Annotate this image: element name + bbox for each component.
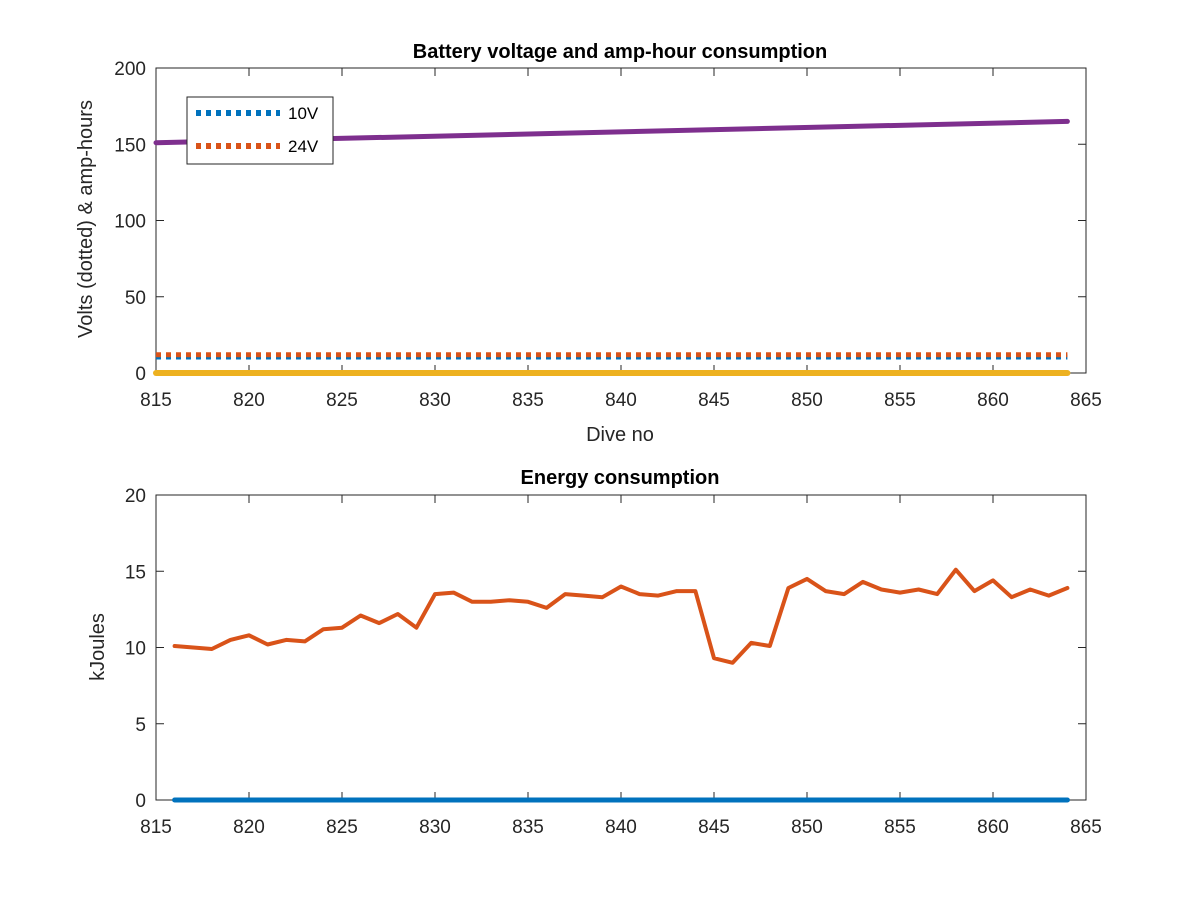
y-axis-label: kJoules	[87, 613, 109, 681]
y-tick-label: 5	[135, 715, 146, 736]
y-tick-label: 0	[135, 364, 146, 385]
x-tick-label: 825	[326, 817, 358, 838]
y-tick-label: 150	[114, 135, 146, 156]
x-tick-label: 815	[140, 817, 172, 838]
x-axis-label: Dive no	[586, 424, 654, 446]
y-tick-label: 100	[114, 212, 146, 233]
legend-label-10v: 10V	[288, 104, 319, 123]
x-tick-label: 840	[605, 390, 637, 411]
chart-title: Energy consumption	[521, 467, 720, 489]
x-tick-label: 845	[698, 817, 730, 838]
y-axis-label: Volts (dotted) & amp-hours	[75, 100, 97, 338]
x-tick-label: 830	[419, 390, 451, 411]
x-tick-label: 820	[233, 390, 265, 411]
x-tick-label: 850	[791, 817, 823, 838]
x-tick-label: 835	[512, 817, 544, 838]
x-tick-label: 860	[977, 390, 1009, 411]
voltage-amphour-chart: Battery voltage and amp-hour consumption…	[75, 41, 1102, 446]
y-tick-label: 200	[114, 59, 146, 80]
series-line-2	[172, 567, 1070, 665]
x-tick-label: 830	[419, 817, 451, 838]
x-tick-label: 825	[326, 390, 358, 411]
y-tick-label: 15	[125, 562, 146, 583]
y-tick-label: 0	[135, 791, 146, 812]
x-tick-label: 860	[977, 817, 1009, 838]
x-tick-label: 850	[791, 390, 823, 411]
x-tick-label: 835	[512, 390, 544, 411]
legend-box	[186, 96, 334, 165]
y-tick-label: 50	[125, 288, 146, 309]
x-tick-label: 840	[605, 817, 637, 838]
y-tick-label: 10	[125, 639, 146, 660]
x-tick-label: 815	[140, 390, 172, 411]
chart-title: Battery voltage and amp-hour consumption	[413, 41, 827, 63]
y-tick-label: 20	[125, 486, 146, 507]
legend-label-24v: 24V	[288, 137, 319, 156]
energy-consumption-chart: Energy consumption kJoules 815 820 825 830 8…	[87, 467, 1102, 838]
plot-area: 815 820 825 830 835 840 845 850 855 860 865 0 5 10 15 2…	[125, 486, 1102, 838]
x-tick-label: 820	[233, 817, 265, 838]
x-tick-label: 855	[884, 390, 916, 411]
x-tick-label: 855	[884, 817, 916, 838]
x-tick-label: 865	[1070, 817, 1102, 838]
x-tick-label: 865	[1070, 390, 1102, 411]
x-tick-label: 845	[698, 390, 730, 411]
plot-area: 815 820 825 830 835 840 845 850 855 860 865 0 50 100 1…	[114, 59, 1102, 411]
legend: 10V 24V	[186, 96, 334, 165]
